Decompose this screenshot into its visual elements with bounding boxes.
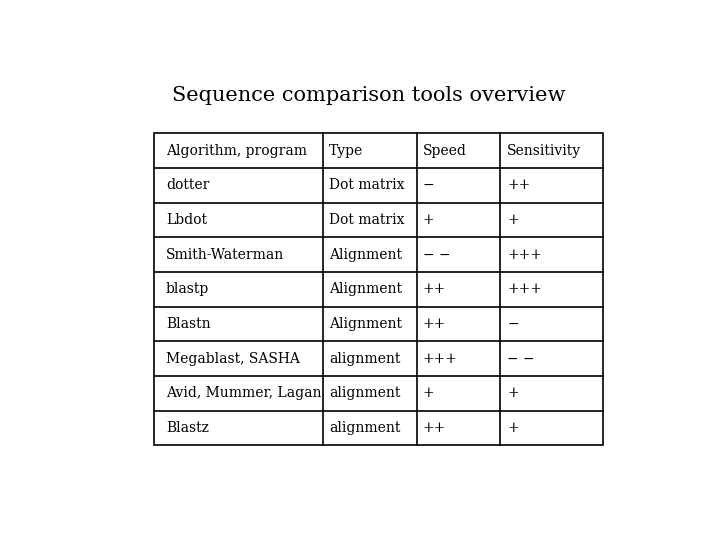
Text: Dot matrix: Dot matrix bbox=[329, 213, 405, 227]
Text: Avid, Mummer, Lagan: Avid, Mummer, Lagan bbox=[166, 386, 321, 400]
Text: Alignment: Alignment bbox=[329, 317, 402, 331]
Text: Alignment: Alignment bbox=[329, 282, 402, 296]
Text: Sequence comparison tools overview: Sequence comparison tools overview bbox=[172, 86, 566, 105]
Text: ++: ++ bbox=[423, 421, 446, 435]
Text: − −: − − bbox=[508, 352, 535, 366]
Text: Smith-Waterman: Smith-Waterman bbox=[166, 248, 284, 262]
Text: alignment: alignment bbox=[329, 352, 400, 366]
Text: Algorithm, program: Algorithm, program bbox=[166, 144, 307, 158]
Text: +++: +++ bbox=[423, 352, 458, 366]
Text: +: + bbox=[423, 213, 434, 227]
Text: alignment: alignment bbox=[329, 421, 400, 435]
Text: +: + bbox=[508, 386, 519, 400]
Text: Type: Type bbox=[329, 144, 364, 158]
Text: +: + bbox=[508, 421, 519, 435]
Text: alignment: alignment bbox=[329, 386, 400, 400]
Text: Lbdot: Lbdot bbox=[166, 213, 207, 227]
Text: Sensitivity: Sensitivity bbox=[508, 144, 582, 158]
Text: Blastn: Blastn bbox=[166, 317, 210, 331]
Text: blastp: blastp bbox=[166, 282, 210, 296]
Text: +: + bbox=[423, 386, 434, 400]
Text: −: − bbox=[423, 178, 434, 192]
Text: dotter: dotter bbox=[166, 178, 210, 192]
Text: Blastz: Blastz bbox=[166, 421, 209, 435]
Text: ++: ++ bbox=[508, 178, 531, 192]
Text: − −: − − bbox=[423, 248, 451, 262]
Text: Alignment: Alignment bbox=[329, 248, 402, 262]
Text: +++: +++ bbox=[508, 282, 542, 296]
Text: +++: +++ bbox=[508, 248, 542, 262]
Text: −: − bbox=[508, 317, 519, 331]
Text: Speed: Speed bbox=[423, 144, 467, 158]
Text: +: + bbox=[508, 213, 519, 227]
Text: ++: ++ bbox=[423, 317, 446, 331]
Text: ++: ++ bbox=[423, 282, 446, 296]
Text: Dot matrix: Dot matrix bbox=[329, 178, 405, 192]
Text: Megablast, SASHA: Megablast, SASHA bbox=[166, 352, 300, 366]
Bar bbox=[154, 133, 603, 446]
